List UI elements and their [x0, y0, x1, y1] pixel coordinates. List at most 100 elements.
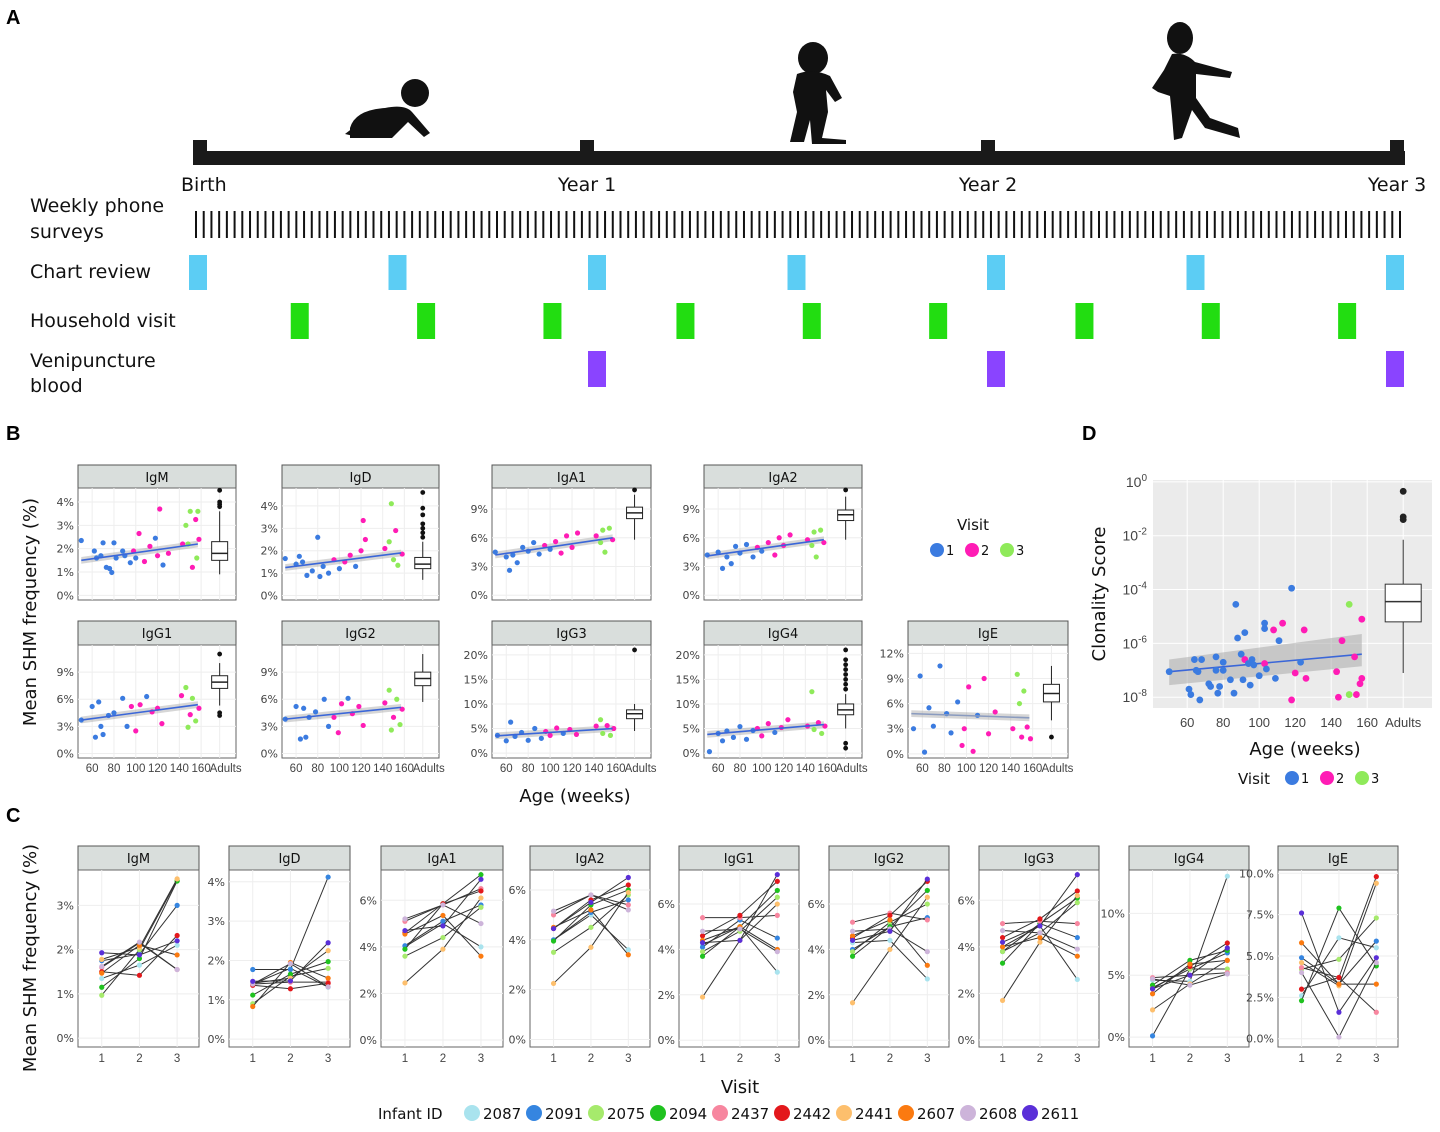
data-point — [187, 712, 193, 718]
data-point — [1239, 676, 1247, 684]
data-point — [1074, 872, 1080, 878]
data-point — [393, 527, 399, 534]
data-point — [402, 953, 408, 959]
data-point — [1149, 1033, 1156, 1039]
data-point — [759, 733, 765, 739]
plot-area — [491, 644, 652, 759]
data-point — [924, 917, 930, 923]
x-tick-label: 1 — [99, 1053, 105, 1065]
y-tick-label: 10.0% — [1239, 867, 1274, 880]
data-point — [440, 946, 446, 952]
data-point — [970, 748, 976, 754]
data-point — [183, 684, 189, 691]
data-point — [1214, 689, 1222, 697]
data-point — [728, 561, 734, 567]
y-tick-label: 0% — [1108, 1031, 1125, 1044]
data-point — [737, 937, 743, 943]
x-tick-label: 120 — [1284, 715, 1306, 730]
x-tick-label: 3 — [325, 1053, 331, 1065]
data-point — [625, 889, 631, 896]
facet-title: IgG3 — [556, 627, 586, 642]
facet-title: IgG4 — [768, 627, 798, 642]
y-tick-label: 6% — [683, 532, 700, 545]
data-point — [1212, 666, 1220, 674]
data-point — [345, 695, 351, 701]
plot-area — [228, 869, 351, 1048]
legend-swatch — [774, 1105, 790, 1121]
box-outlier — [843, 667, 849, 672]
legend-label: 2094 — [669, 1105, 707, 1123]
legend-swatch — [960, 1105, 976, 1121]
data-point — [625, 947, 631, 953]
data-point — [525, 737, 531, 743]
data-point — [440, 912, 446, 919]
data-point — [547, 546, 553, 552]
y-tick-label: 0% — [808, 1034, 825, 1047]
box-outlier — [217, 487, 223, 493]
box-outlier — [843, 676, 849, 682]
y-tick-label: 9% — [887, 672, 904, 685]
legend-label: 3 — [1016, 544, 1024, 559]
data-point — [362, 536, 368, 543]
data-point — [99, 984, 105, 990]
data-point — [1373, 981, 1379, 987]
data-point — [743, 541, 750, 548]
data-point — [625, 874, 631, 881]
data-point — [532, 725, 538, 732]
data-point — [1261, 619, 1268, 627]
data-point — [961, 726, 967, 732]
y-tick-label: 0% — [471, 747, 488, 760]
data-point — [287, 961, 294, 967]
data-point — [1298, 986, 1305, 992]
data-point — [1037, 934, 1043, 941]
data-point — [301, 705, 307, 711]
data-point — [924, 887, 930, 894]
data-point — [309, 568, 315, 574]
y-tick-label: 10% — [676, 698, 700, 711]
data-point — [531, 539, 537, 546]
data-point — [588, 907, 594, 913]
data-point — [999, 960, 1006, 966]
facet-strip — [1128, 845, 1250, 871]
data-point — [604, 722, 610, 729]
data-point — [1373, 955, 1379, 961]
legend-label: 2437 — [731, 1105, 769, 1123]
y-tick-label: 2% — [658, 989, 675, 1002]
x-tick-label: 1 — [699, 1053, 705, 1065]
data-point — [924, 962, 930, 968]
facet-strip — [77, 620, 237, 646]
y-tick-label: 6% — [261, 693, 278, 706]
legend-label: 2075 — [607, 1105, 645, 1123]
data-point — [765, 539, 771, 546]
y-tick-label: 1% — [208, 994, 225, 1007]
data-point — [478, 895, 484, 901]
data-point — [1248, 656, 1256, 663]
x-tick-label: 160 — [606, 763, 625, 775]
data-point — [174, 942, 180, 948]
data-point — [1241, 629, 1249, 637]
data-point — [1298, 969, 1305, 976]
x-tick-label: 3 — [774, 1053, 780, 1065]
y-tick-label: 0% — [958, 1034, 975, 1047]
data-point — [478, 876, 484, 882]
y-tick-label: 0% — [658, 1034, 675, 1047]
data-point — [819, 730, 825, 737]
data-point — [296, 553, 302, 559]
y-tick-label: 12% — [880, 647, 904, 660]
data-point — [625, 907, 631, 913]
y-tick-label: 4% — [208, 876, 225, 889]
x-tick-label: 160 — [818, 763, 837, 775]
y-tick-label: 0% — [887, 748, 904, 761]
x-tick-label: 120 — [979, 763, 998, 775]
data-point — [193, 718, 199, 724]
y-tick-label: 9% — [57, 666, 74, 679]
data-point — [1373, 945, 1379, 951]
facet-title: IgG1 — [142, 627, 172, 642]
data-point — [1074, 888, 1080, 894]
data-point — [331, 714, 337, 720]
box-outlier — [420, 530, 426, 536]
data-point — [196, 536, 202, 542]
x-tick-label: 140 — [170, 763, 189, 775]
data-point — [550, 949, 557, 955]
household-visit-marker — [802, 303, 821, 339]
